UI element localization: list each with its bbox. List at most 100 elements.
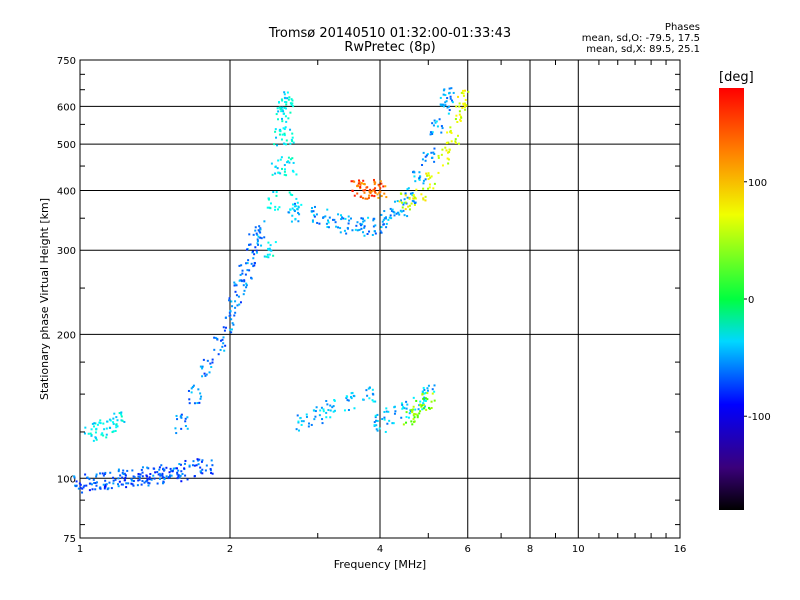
scatter-point [413, 202, 416, 205]
scatter-point [276, 167, 279, 170]
scatter-point [310, 210, 313, 213]
scatter-point [105, 427, 108, 430]
x-tick-label: 2 [227, 544, 233, 555]
scatter-point [283, 168, 286, 171]
scatter-point [442, 93, 445, 96]
scatter-point [412, 408, 415, 411]
scatter-point [95, 481, 98, 484]
scatter-point [333, 218, 336, 221]
scatter-point [158, 466, 161, 469]
scatter-point [435, 120, 438, 123]
scatter-point [411, 411, 414, 414]
scatter-point [355, 224, 358, 227]
scatter-point [289, 128, 292, 131]
scatter-point [241, 272, 244, 275]
scatter-point [410, 202, 413, 205]
scatter-point [403, 407, 406, 410]
scatter-point [283, 142, 286, 145]
scatter-point [350, 397, 353, 400]
scatter-point [366, 232, 369, 235]
scatter-point [211, 464, 214, 467]
scatter-point [404, 192, 407, 195]
scatter-point [110, 487, 113, 490]
scatter-point [423, 404, 426, 407]
scatter-point [286, 97, 289, 100]
scatter-point [116, 425, 119, 428]
scatter-point [117, 468, 120, 471]
scatter-point [422, 151, 425, 154]
scatter-point [350, 180, 353, 183]
scatter-point [281, 106, 284, 109]
scatter-point [360, 217, 363, 220]
scatter-point [267, 256, 270, 259]
scatter-point [446, 157, 449, 160]
scatter-point [241, 269, 244, 272]
scatter-point [143, 481, 146, 484]
scatter-point [362, 220, 365, 223]
scatter-point [327, 221, 330, 224]
scatter-point [269, 202, 272, 205]
scatter-point [99, 419, 102, 422]
scatter-point [154, 471, 157, 474]
scatter-point [243, 280, 246, 283]
scatter-point [353, 395, 356, 398]
scatter-point [234, 311, 237, 314]
scatter-point [459, 118, 462, 121]
scatter-point [393, 200, 396, 203]
scatter-point [75, 480, 78, 483]
scatter-point [285, 139, 288, 142]
scatter-point [444, 104, 447, 107]
scatter-point [433, 390, 436, 393]
scatter-point [156, 482, 159, 485]
scatter-point [158, 468, 161, 471]
scatter-point [402, 423, 405, 426]
scatter-point [144, 480, 147, 483]
scatter-point [228, 297, 231, 300]
phases-title: Phases [664, 22, 700, 33]
scatter-point [272, 190, 275, 193]
scatter-point [183, 467, 186, 470]
scatter-point [197, 459, 200, 462]
scatter-point [280, 138, 283, 141]
scatter-point [384, 217, 387, 220]
scatter-point [280, 98, 283, 101]
scatter-point [444, 146, 447, 149]
scatter-point [455, 114, 458, 117]
scatter-point [116, 419, 119, 422]
scatter-point [374, 187, 377, 190]
scatter-point [223, 349, 226, 352]
scatter-point [124, 474, 127, 477]
scatter-point [233, 281, 236, 284]
scatter-point [102, 422, 105, 425]
scatter-point [433, 160, 436, 163]
scatter-point [388, 216, 391, 219]
scatter-point [120, 413, 123, 416]
scatter-point [440, 153, 443, 156]
scatter-point [94, 431, 97, 434]
scatter-point [318, 222, 321, 225]
scatter-point [416, 416, 419, 419]
scatter-point [308, 422, 311, 425]
scatter-point [422, 187, 425, 190]
scatter-point [147, 484, 150, 487]
scatter-point [233, 284, 236, 287]
scatter-point [112, 417, 115, 420]
scatter-point [132, 484, 135, 487]
scatter-point [413, 196, 416, 199]
scatter-point [281, 109, 284, 112]
scatter-point [325, 411, 328, 414]
scatter-point [400, 192, 403, 195]
scatter-point [325, 416, 328, 419]
scatter-point [245, 282, 248, 285]
scatter-point [334, 221, 337, 224]
scatter-point [176, 477, 179, 480]
scatter-point [365, 186, 368, 189]
scatter-point [394, 410, 397, 413]
scatter-point [427, 187, 430, 190]
scatter-point [423, 388, 426, 391]
scatter-point [263, 220, 266, 223]
scatter-point [445, 142, 448, 145]
scatter-point [267, 241, 270, 244]
phases-x: mean, sd,X: 89.5, 25.1 [586, 44, 700, 55]
scatter-point [150, 478, 153, 481]
